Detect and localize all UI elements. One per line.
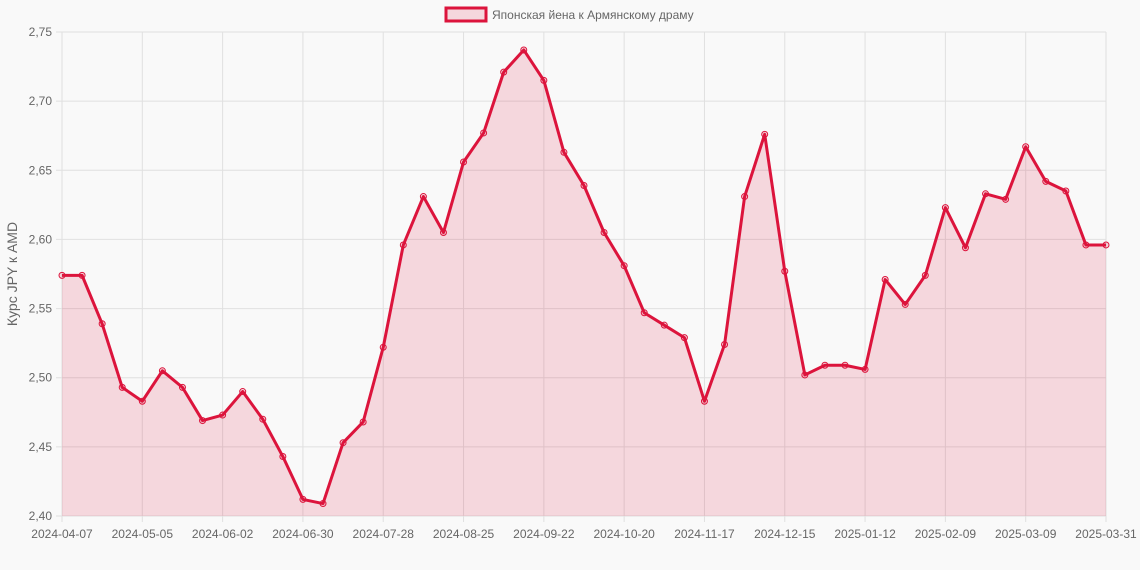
x-tick-label: 2024-05-05 (112, 527, 174, 541)
legend-label: Японская йена к Армянскому драму (492, 8, 694, 22)
data-point[interactable] (1062, 187, 1070, 195)
data-point[interactable] (460, 158, 468, 166)
data-point[interactable] (580, 181, 588, 189)
y-tick-label: 2,45 (29, 440, 53, 454)
y-axis-title: Курс JPY к AMD (4, 222, 20, 326)
data-point[interactable] (721, 341, 729, 349)
data-point[interactable] (801, 371, 809, 379)
data-point[interactable] (761, 130, 769, 138)
data-point[interactable] (540, 76, 548, 84)
data-point[interactable] (399, 241, 407, 249)
y-tick-label: 2,65 (29, 163, 53, 177)
data-point[interactable] (640, 309, 648, 317)
data-point[interactable] (219, 411, 227, 419)
data-point[interactable] (781, 267, 789, 275)
x-tick-label: 2024-09-22 (513, 527, 575, 541)
data-point[interactable] (1102, 241, 1110, 249)
data-point[interactable] (861, 365, 869, 373)
x-tick-label: 2024-06-30 (272, 527, 334, 541)
x-tick-label: 2025-02-09 (915, 527, 977, 541)
data-points (58, 46, 1110, 508)
x-tick-label: 2024-06-02 (192, 527, 254, 541)
y-axis-ticks: 2,40 2,45 2,50 2,55 2,60 2,65 2,70 2,75 (29, 25, 53, 523)
data-point[interactable] (158, 367, 166, 375)
x-tick-label: 2025-03-31 (1075, 527, 1137, 541)
data-point[interactable] (58, 271, 66, 279)
data-point[interactable] (520, 46, 528, 54)
area-fill (62, 49, 1106, 516)
data-point[interactable] (741, 193, 749, 201)
data-point[interactable] (1042, 177, 1050, 185)
y-tick-label: 2,60 (29, 232, 53, 246)
data-point[interactable] (379, 343, 387, 351)
data-point[interactable] (821, 361, 829, 369)
data-point[interactable] (700, 397, 708, 405)
data-point[interactable] (941, 204, 949, 212)
data-point[interactable] (299, 495, 307, 503)
data-point[interactable] (982, 190, 990, 198)
data-point[interactable] (279, 453, 287, 461)
y-tick-label: 2,75 (29, 25, 53, 39)
y-tick-label: 2,55 (29, 302, 53, 316)
x-axis-ticks: 2024-04-07 2024-05-05 2024-06-02 2024-06-30… (31, 527, 1137, 541)
data-point[interactable] (419, 193, 427, 201)
x-tick-label: 2024-10-20 (593, 527, 655, 541)
data-point[interactable] (1022, 143, 1030, 151)
data-point[interactable] (98, 320, 106, 328)
x-tick-label: 2024-12-15 (754, 527, 816, 541)
data-point[interactable] (881, 276, 889, 284)
data-point[interactable] (961, 244, 969, 252)
legend[interactable]: Японская йена к Армянскому драму (444, 6, 694, 23)
data-point[interactable] (500, 68, 508, 76)
data-point[interactable] (560, 148, 568, 156)
y-tick-label: 2,70 (29, 94, 53, 108)
data-point[interactable] (78, 271, 86, 279)
data-point[interactable] (921, 271, 929, 279)
data-point[interactable] (1002, 195, 1010, 203)
x-tick-label: 2024-07-28 (353, 527, 415, 541)
y-tick-label: 2,40 (29, 509, 53, 523)
x-tick-label: 2025-03-09 (995, 527, 1057, 541)
data-point[interactable] (359, 418, 367, 426)
data-point[interactable] (660, 321, 668, 329)
x-tick-label: 2024-11-17 (674, 527, 735, 541)
data-point[interactable] (138, 397, 146, 405)
data-point[interactable] (199, 417, 207, 425)
data-point[interactable] (319, 500, 327, 508)
data-point[interactable] (620, 262, 628, 270)
x-tick-label: 2024-04-07 (31, 527, 93, 541)
series-line (62, 48, 1106, 506)
data-point[interactable] (901, 300, 909, 308)
data-point[interactable] (480, 129, 488, 137)
data-point[interactable] (1082, 241, 1090, 249)
legend-swatch-icon (444, 6, 488, 23)
data-point[interactable] (439, 229, 447, 237)
x-tick-label: 2025-01-12 (834, 527, 896, 541)
data-point[interactable] (680, 334, 688, 342)
data-point[interactable] (118, 383, 126, 391)
y-tick-label: 2,50 (29, 371, 53, 385)
data-point[interactable] (600, 229, 608, 237)
data-point[interactable] (259, 415, 267, 423)
x-tick-label: 2024-08-25 (433, 527, 495, 541)
data-point[interactable] (178, 383, 186, 391)
data-point[interactable] (239, 388, 247, 396)
data-point[interactable] (841, 361, 849, 369)
data-point[interactable] (339, 439, 347, 447)
